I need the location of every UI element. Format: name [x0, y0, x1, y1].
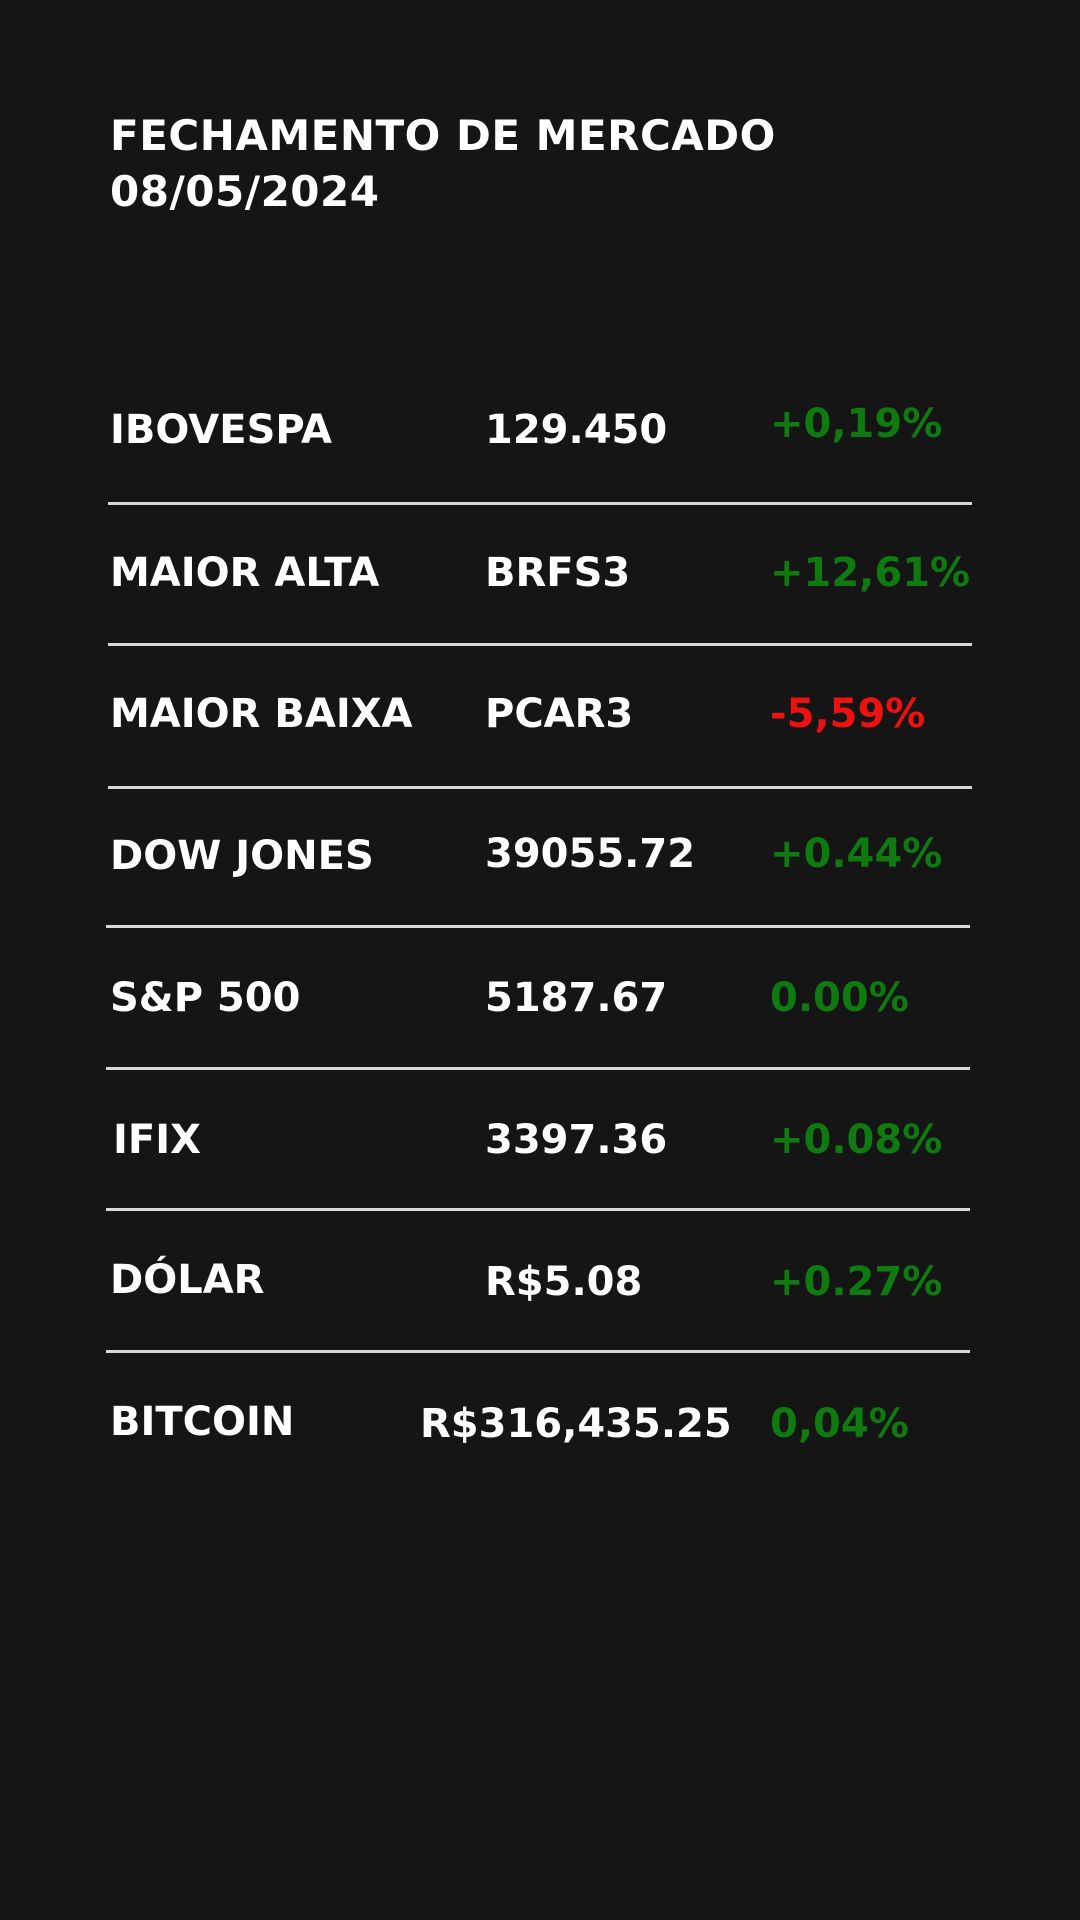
- row-label-dolar: DÓLAR: [110, 1257, 265, 1303]
- row-label-ifix: IFIX: [113, 1117, 201, 1163]
- row-divider: [108, 643, 972, 646]
- row-divider: [108, 502, 972, 505]
- row-change-maior-baixa: -5,59%: [770, 691, 926, 737]
- row-value-bitcoin: R$316,435.25: [420, 1401, 732, 1447]
- row-label-bitcoin: BITCOIN: [110, 1399, 295, 1445]
- row-value-ifix: 3397.36: [485, 1117, 668, 1163]
- row-change-dow-jones: +0.44%: [770, 831, 943, 877]
- row-change-bitcoin: 0,04%: [770, 1401, 909, 1447]
- row-change-ifix: +0.08%: [770, 1117, 943, 1163]
- row-value-maior-baixa: PCAR3: [485, 691, 634, 737]
- row-change-sp500: 0.00%: [770, 975, 909, 1021]
- row-divider: [106, 1067, 970, 1070]
- title-date: 08/05/2024: [110, 167, 380, 216]
- row-value-dolar: R$5.08: [485, 1259, 643, 1305]
- title-heading: FECHAMENTO DE MERCADO: [110, 111, 776, 160]
- row-divider: [106, 1350, 970, 1353]
- row-label-sp500: S&P 500: [110, 975, 301, 1021]
- row-divider: [106, 1208, 970, 1211]
- row-label-maior-baixa: MAIOR BAIXA: [110, 691, 413, 737]
- row-divider: [108, 786, 972, 789]
- row-label-ibovespa: IBOVESPA: [110, 407, 332, 453]
- row-label-dow-jones: DOW JONES: [110, 833, 374, 879]
- row-value-ibovespa: 129.450: [485, 407, 668, 453]
- row-value-sp500: 5187.67: [485, 975, 668, 1021]
- row-change-maior-alta: +12,61%: [770, 550, 971, 596]
- row-change-ibovespa: +0,19%: [770, 401, 943, 447]
- page-title: FECHAMENTO DE MERCADO 08/05/2024: [110, 108, 776, 220]
- row-value-dow-jones: 39055.72: [485, 831, 696, 877]
- row-label-maior-alta: MAIOR ALTA: [110, 550, 380, 596]
- row-divider: [106, 925, 970, 928]
- row-change-dolar: +0.27%: [770, 1259, 943, 1305]
- row-value-maior-alta: BRFS3: [485, 550, 631, 596]
